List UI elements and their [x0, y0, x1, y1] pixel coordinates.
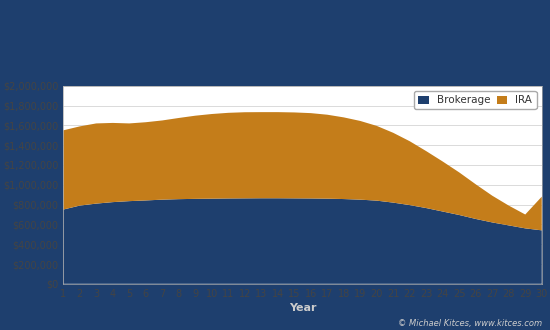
Legend: Brokerage, IRA: Brokerage, IRA: [414, 91, 537, 109]
Text: TOTAL PORTFOLIO VALUE WHEN LIQUIDATING FROM BOTH ACCOUNTS EVENLY: TOTAL PORTFOLIO VALUE WHEN LIQUIDATING F…: [0, 20, 550, 33]
X-axis label: Year: Year: [289, 303, 316, 313]
Text: © Michael Kitces, www.kitces.com: © Michael Kitces, www.kitces.com: [398, 319, 542, 328]
